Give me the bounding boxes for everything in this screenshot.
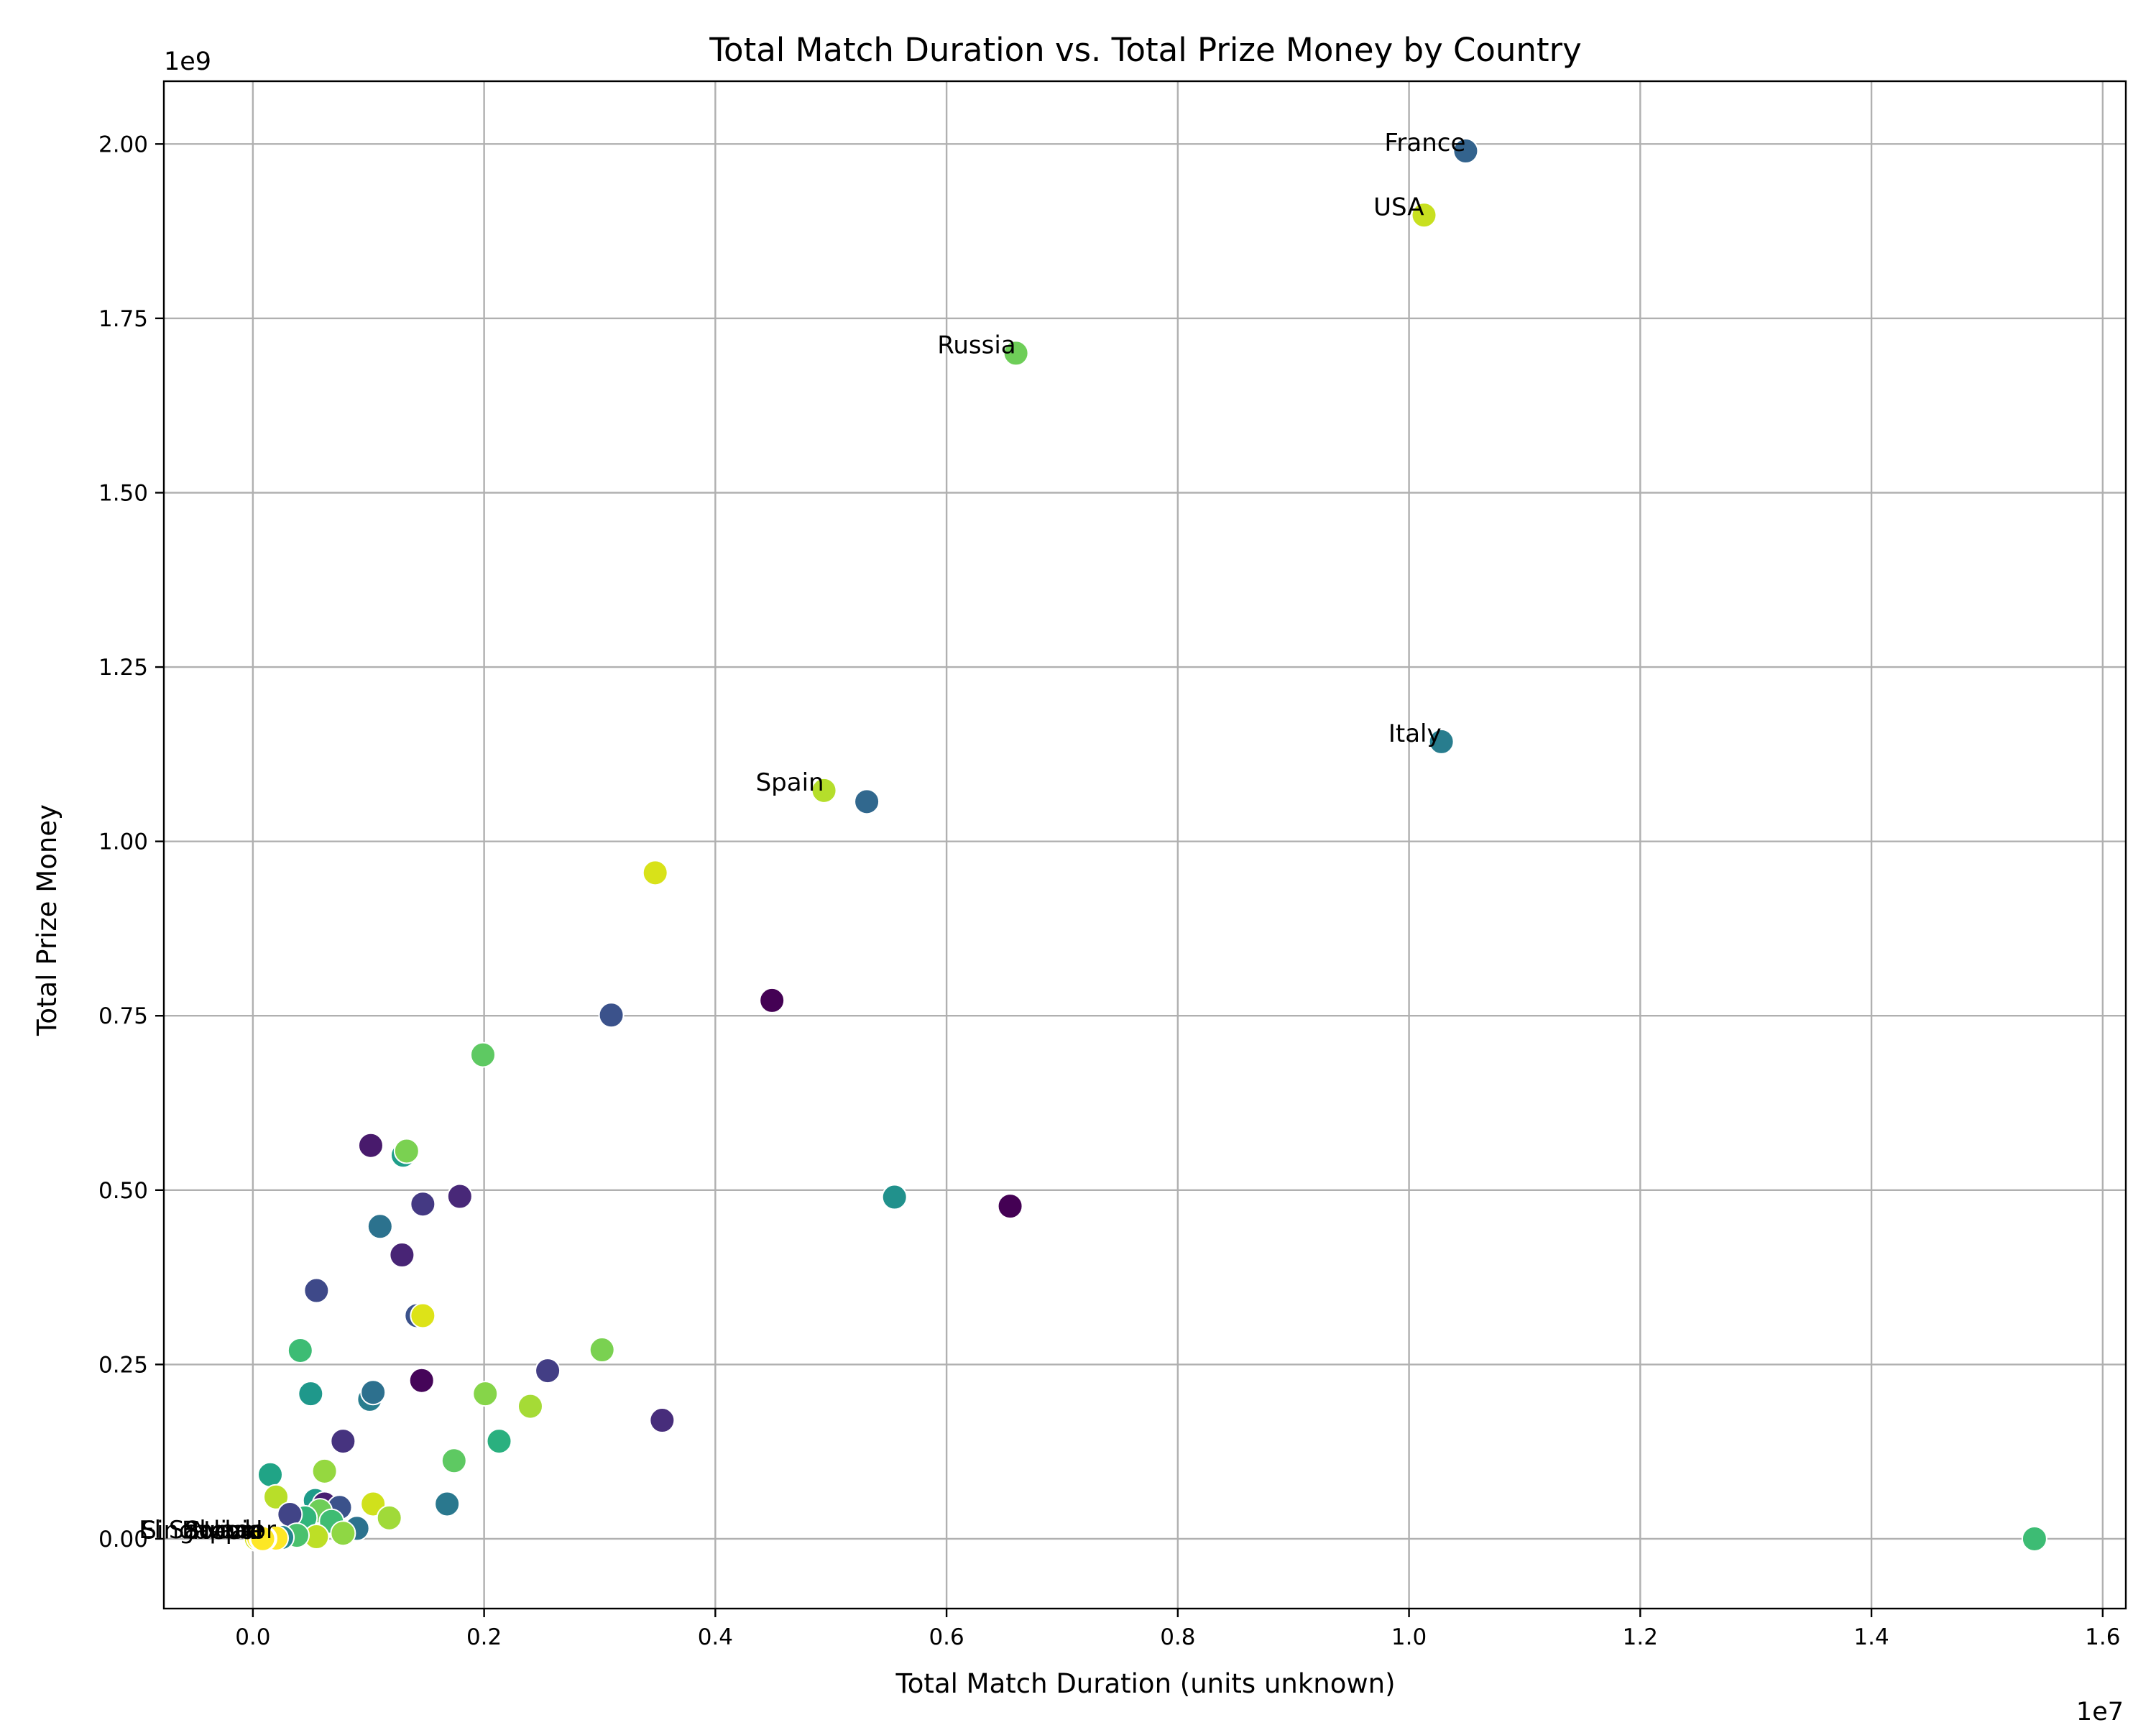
data-point (393, 1138, 420, 1164)
data-point (881, 1184, 908, 1210)
data-point (330, 1520, 356, 1547)
x-tick-label: 1.2 (1623, 1624, 1658, 1650)
point-label: El Salvador (139, 1516, 276, 1545)
data-point (1411, 202, 1437, 229)
data-point (357, 1132, 384, 1159)
data-point (535, 1358, 561, 1384)
data-point (287, 1337, 313, 1363)
data-point (470, 1041, 497, 1068)
data-point (441, 1448, 467, 1474)
data-point (257, 1461, 284, 1488)
plot-area-frame (162, 80, 2127, 1610)
y-tick-label: 1.75 (98, 306, 148, 332)
x-tick-label: 0.0 (235, 1624, 270, 1650)
point-label: Italy (1388, 719, 1442, 748)
point-label: Spain (756, 768, 824, 797)
data-point (389, 1242, 415, 1269)
data-point (1428, 728, 1455, 755)
point-label: France (1384, 129, 1465, 157)
x-tick-label: 0.6 (929, 1624, 964, 1650)
x-axis-ticks: 0.0 0.2 0.4 0.6 0.8 1.0 1.2 1.4 1.6 (235, 1609, 2120, 1650)
data-point (642, 860, 668, 886)
data-point (1452, 138, 1479, 165)
data-point (410, 1302, 436, 1329)
point-label: Singapore (141, 1516, 264, 1545)
y-tick-label: 0.50 (98, 1178, 148, 1204)
point-label: Bolivia (182, 1517, 263, 1545)
data-point (303, 1277, 330, 1304)
data-point (446, 1183, 473, 1210)
data-point (649, 1407, 676, 1434)
data-point (360, 1379, 387, 1406)
data-point (811, 777, 837, 804)
data-point (854, 788, 880, 815)
data-point (759, 987, 786, 1013)
y-axis-offset-label: 1e9 (164, 47, 211, 76)
x-axis-offset-label: 1e7 (2076, 1698, 2124, 1725)
point-label: USA (1373, 193, 1424, 221)
data-point (598, 1002, 625, 1029)
data-point (408, 1367, 435, 1394)
data-point (410, 1191, 436, 1218)
data-point (298, 1381, 324, 1407)
point-label: Nepal (192, 1517, 262, 1545)
y-tick-label: 2.00 (98, 132, 148, 157)
data-point (2021, 1525, 2047, 1552)
y-tick-label: 0.25 (98, 1352, 148, 1378)
x-tick-label: 1.0 (1391, 1624, 1427, 1650)
point-label: Russia (937, 331, 1015, 359)
data-point (517, 1393, 543, 1420)
y-tick-label: 0.00 (98, 1527, 148, 1552)
point-annotations: France USA Russia Italy Spain El SalvadorSing… (139, 129, 1465, 1545)
y-tick-label: 1.25 (98, 655, 148, 681)
x-tick-label: 0.2 (466, 1624, 502, 1650)
x-axis-label: Total Match Duration (units unknown) (895, 1668, 1395, 1699)
chart-title: Total Match Duration vs. Total Prize Mon… (709, 31, 1582, 69)
y-axis-ticks: 0.00 0.25 0.50 0.75 1.00 1.25 1.50 1.75 2.00 (98, 132, 164, 1552)
x-tick-label: 1.4 (1853, 1624, 1889, 1650)
data-point (997, 1193, 1023, 1220)
y-tick-label: 0.75 (98, 1003, 148, 1029)
y-tick-label: 1.00 (98, 829, 148, 855)
x-tick-label: 1.6 (2085, 1624, 2120, 1650)
data-point (330, 1428, 356, 1455)
y-tick-label: 1.50 (98, 480, 148, 506)
data-point (367, 1213, 393, 1240)
grid (164, 81, 2126, 1609)
data-point (434, 1491, 461, 1517)
data-point (311, 1458, 338, 1484)
y-axis-label: Total Prize Money (32, 804, 63, 1036)
point-label: Sudan (185, 1517, 262, 1545)
data-point (376, 1504, 402, 1531)
data-point (486, 1428, 512, 1455)
data-point (589, 1337, 615, 1363)
data-point (263, 1484, 290, 1510)
data-point (472, 1381, 499, 1407)
x-tick-label: 0.8 (1160, 1624, 1195, 1650)
data-point (1003, 340, 1029, 367)
x-tick-label: 0.4 (698, 1624, 733, 1650)
data-point (249, 1525, 276, 1552)
data-points (243, 138, 2047, 1552)
